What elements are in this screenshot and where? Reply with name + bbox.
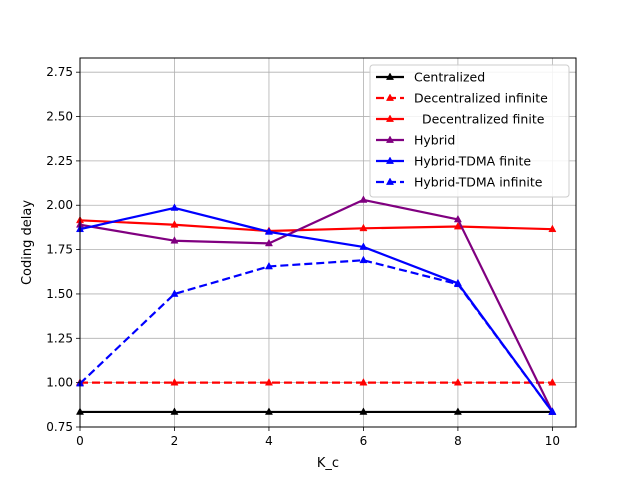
plot-series bbox=[75, 195, 557, 415]
data-point bbox=[170, 220, 179, 228]
legend-marker bbox=[385, 156, 395, 164]
data-point bbox=[453, 214, 462, 223]
data-point bbox=[359, 223, 368, 232]
x-tick-label: 0 bbox=[76, 434, 84, 448]
y-tick-label: 1.75 bbox=[46, 243, 73, 257]
data-point bbox=[453, 279, 462, 288]
data-point bbox=[359, 378, 368, 386]
x-tick-label: 6 bbox=[360, 434, 368, 448]
data-point bbox=[359, 242, 368, 250]
y-tick-label: 2.75 bbox=[46, 65, 73, 79]
y-tick-label: 0.75 bbox=[46, 420, 73, 434]
series-5 bbox=[75, 255, 557, 415]
y-tick-label: 2.00 bbox=[46, 198, 73, 212]
data-point bbox=[453, 407, 462, 415]
plot-frame bbox=[79, 57, 577, 428]
data-point bbox=[548, 407, 557, 415]
x-tick-label: 8 bbox=[454, 434, 462, 448]
y-tick-label: 1.00 bbox=[46, 376, 73, 390]
y-tick-label: 2.50 bbox=[46, 110, 73, 124]
data-point bbox=[170, 203, 179, 211]
legend-label: Decentralized infinite bbox=[414, 91, 548, 106]
data-point bbox=[170, 378, 179, 386]
legend-label: Hybrid bbox=[414, 133, 455, 148]
data-point bbox=[453, 378, 462, 386]
y-tick-label: 2.25 bbox=[46, 154, 73, 168]
data-point bbox=[264, 407, 273, 415]
data-point bbox=[359, 195, 368, 203]
data-point bbox=[359, 255, 368, 264]
series-line bbox=[79, 259, 554, 413]
y-tick-label: 1.50 bbox=[46, 287, 73, 301]
data-point bbox=[548, 224, 557, 233]
legend-label: Hybrid-TDMA infinite bbox=[414, 175, 543, 190]
x-tick-label: 2 bbox=[171, 434, 179, 448]
legend-label: Centralized bbox=[414, 70, 485, 85]
series-line bbox=[79, 198, 554, 413]
data-point bbox=[264, 378, 273, 386]
legend-label: Decentralized finite bbox=[414, 112, 545, 127]
legend-marker bbox=[385, 114, 395, 122]
axis-ticks: 0 2 4 6 8 10 0.75 1.00 1.25 1.50 1.75 2.00 2.25 2.50 2… bbox=[46, 65, 560, 448]
data-point bbox=[264, 238, 273, 247]
legend-marker bbox=[385, 177, 395, 185]
y-axis-label: Coding delay bbox=[20, 200, 35, 285]
legend-marker bbox=[385, 93, 395, 101]
legend-marker bbox=[385, 135, 395, 143]
legend-label: Hybrid-TDMA finite bbox=[414, 154, 531, 169]
x-axis-label: K_c bbox=[317, 456, 339, 471]
data-point bbox=[359, 407, 368, 415]
data-point bbox=[264, 261, 273, 270]
legend-marker bbox=[385, 72, 395, 80]
legend: Centralized Decentralized infinite Decent… bbox=[369, 64, 570, 198]
data-point bbox=[170, 289, 179, 297]
legend-box bbox=[369, 64, 570, 198]
x-tick-label: 10 bbox=[545, 434, 560, 448]
data-point bbox=[453, 222, 462, 230]
data-point bbox=[170, 236, 179, 244]
y-tick-label: 1.25 bbox=[46, 331, 73, 345]
series-line bbox=[79, 219, 553, 233]
data-point bbox=[170, 407, 179, 415]
x-tick-label: 4 bbox=[265, 434, 273, 448]
data-point bbox=[264, 227, 273, 235]
data-point bbox=[548, 378, 557, 386]
